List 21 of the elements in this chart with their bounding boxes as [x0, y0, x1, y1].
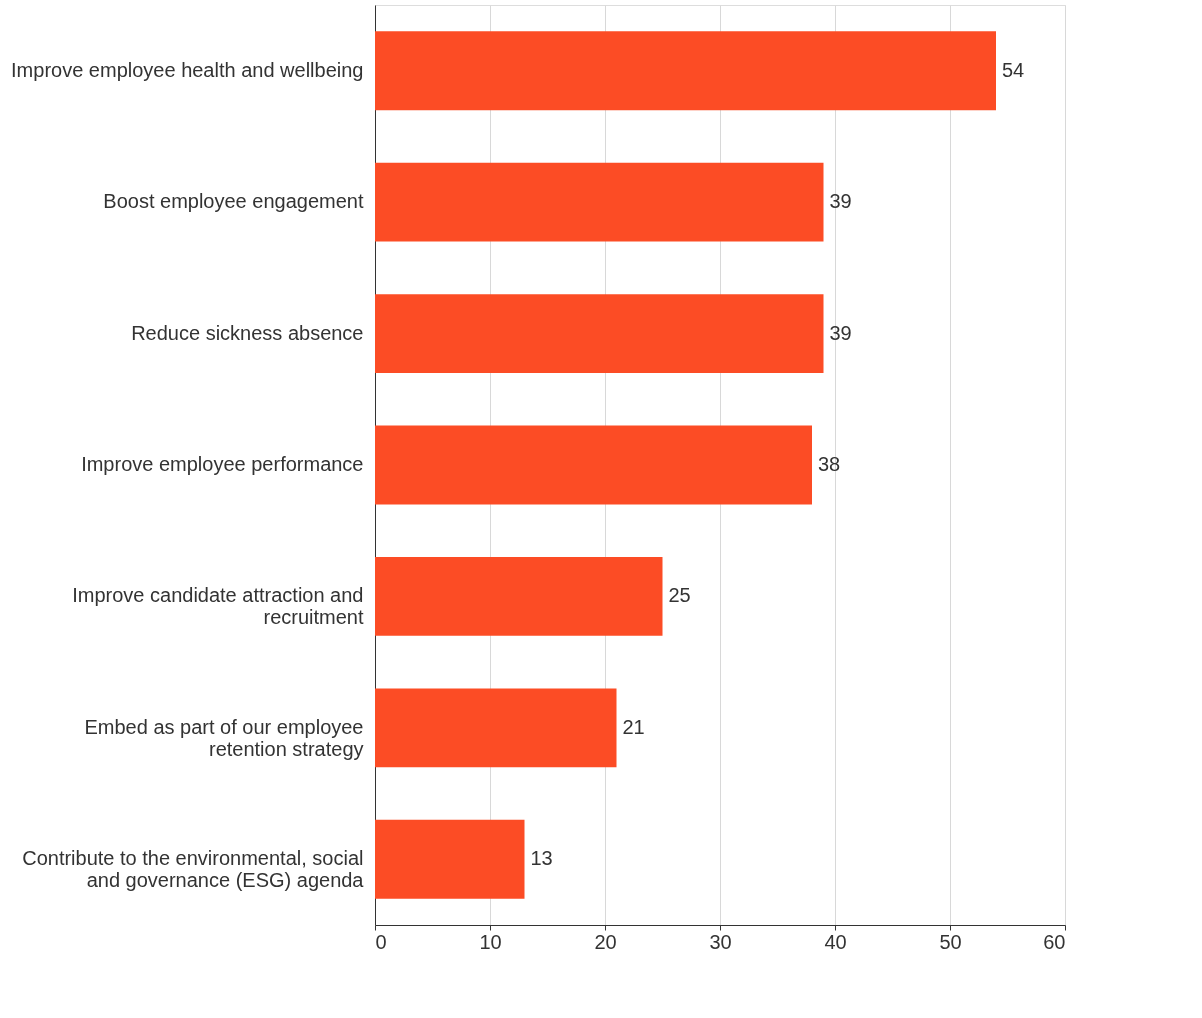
- x-tick-label: 30: [709, 930, 732, 953]
- x-tick-label: 10: [479, 930, 502, 953]
- data-label: 39: [829, 321, 852, 344]
- data-label: 54: [1002, 58, 1025, 81]
- y-tick-label: Reduce sickness absence: [131, 321, 364, 344]
- x-tick-label: 50: [939, 930, 962, 953]
- x-tick-label: 40: [824, 930, 847, 953]
- x-tick-label: 20: [594, 930, 617, 953]
- y-tick-label: Improve employee performance: [81, 453, 364, 475]
- y-tick-label: Contribute to the environmental, social and governance (ESG) agenda: [22, 847, 365, 892]
- y-tick-label: Improve employee health and wellbeing: [11, 58, 364, 81]
- x-tick-label: 60: [1043, 930, 1066, 953]
- y-tick-label: Embed as part of our employee retention strategy: [84, 715, 364, 760]
- y-tick-label: Boost employee engagement: [103, 190, 364, 213]
- data-label: 21: [622, 715, 645, 738]
- data-label: 13: [530, 847, 553, 870]
- data-label: 25: [668, 584, 691, 607]
- data-label: 38: [818, 453, 841, 475]
- y-tick-label: Improve candidate attraction and recruitment: [72, 584, 364, 629]
- x-tick-label: 0: [375, 930, 387, 953]
- data-label: 39: [829, 190, 852, 213]
